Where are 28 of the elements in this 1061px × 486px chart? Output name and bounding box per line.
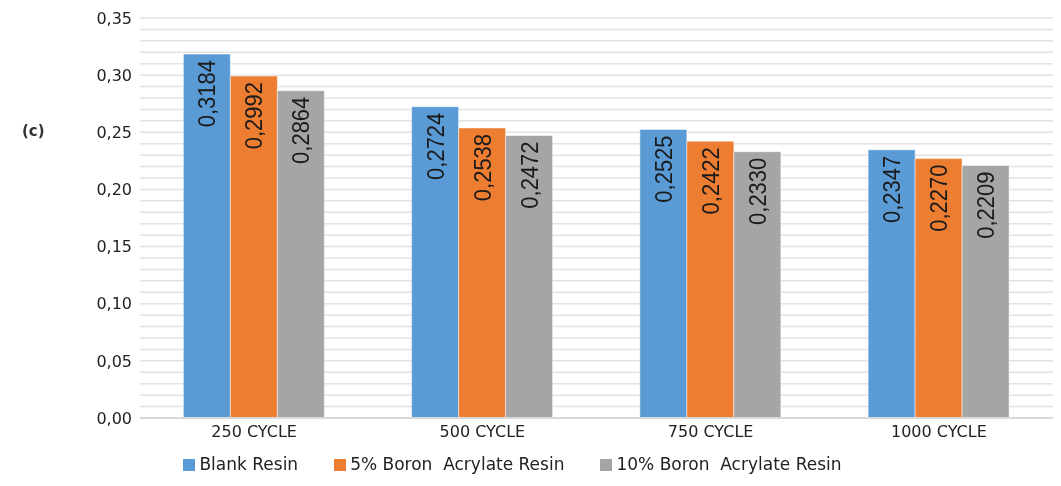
- legend-label: 5% Boron Acrylate Resin: [350, 454, 565, 474]
- data-label: 0,2538: [468, 127, 496, 202]
- data-label: 0,2864: [287, 90, 315, 164]
- x-tick-label: 1000 CYCLE: [890, 422, 987, 442]
- x-tick-label: 500 CYCLE: [439, 422, 526, 442]
- data-label: 0,2422: [696, 140, 724, 215]
- data-label: 0,2525: [649, 129, 677, 203]
- data-label: 0,2209: [972, 165, 1000, 239]
- y-tick-label: 0,30: [96, 65, 132, 85]
- data-label: 0,2472: [515, 135, 543, 209]
- data-label: 0,3184: [193, 53, 221, 128]
- y-tick-label: 0,00: [96, 408, 132, 428]
- data-label: 0,2992: [240, 75, 268, 150]
- x-tick-label: 750 CYCLE: [667, 422, 754, 442]
- y-tick-label: 0,25: [96, 122, 132, 142]
- y-tick-label: 0,05: [96, 351, 132, 371]
- data-label: 0,2347: [878, 149, 906, 223]
- data-label: 0,2724: [421, 106, 449, 180]
- y-tick-label: 0,15: [96, 237, 132, 257]
- x-tick-label: 250 CYCLE: [211, 422, 297, 442]
- y-axis-title: (c): [22, 122, 45, 140]
- y-tick-label: 0,20: [96, 180, 132, 200]
- y-tick-label: 0,35: [96, 8, 132, 28]
- y-tick-label: 0,10: [96, 294, 132, 314]
- legend-label: 10% Boron Acrylate Resin: [616, 454, 842, 474]
- data-label: 0,2270: [925, 158, 953, 232]
- data-label: 0,2330: [743, 151, 771, 225]
- legend-label: Blank Resin: [199, 454, 299, 474]
